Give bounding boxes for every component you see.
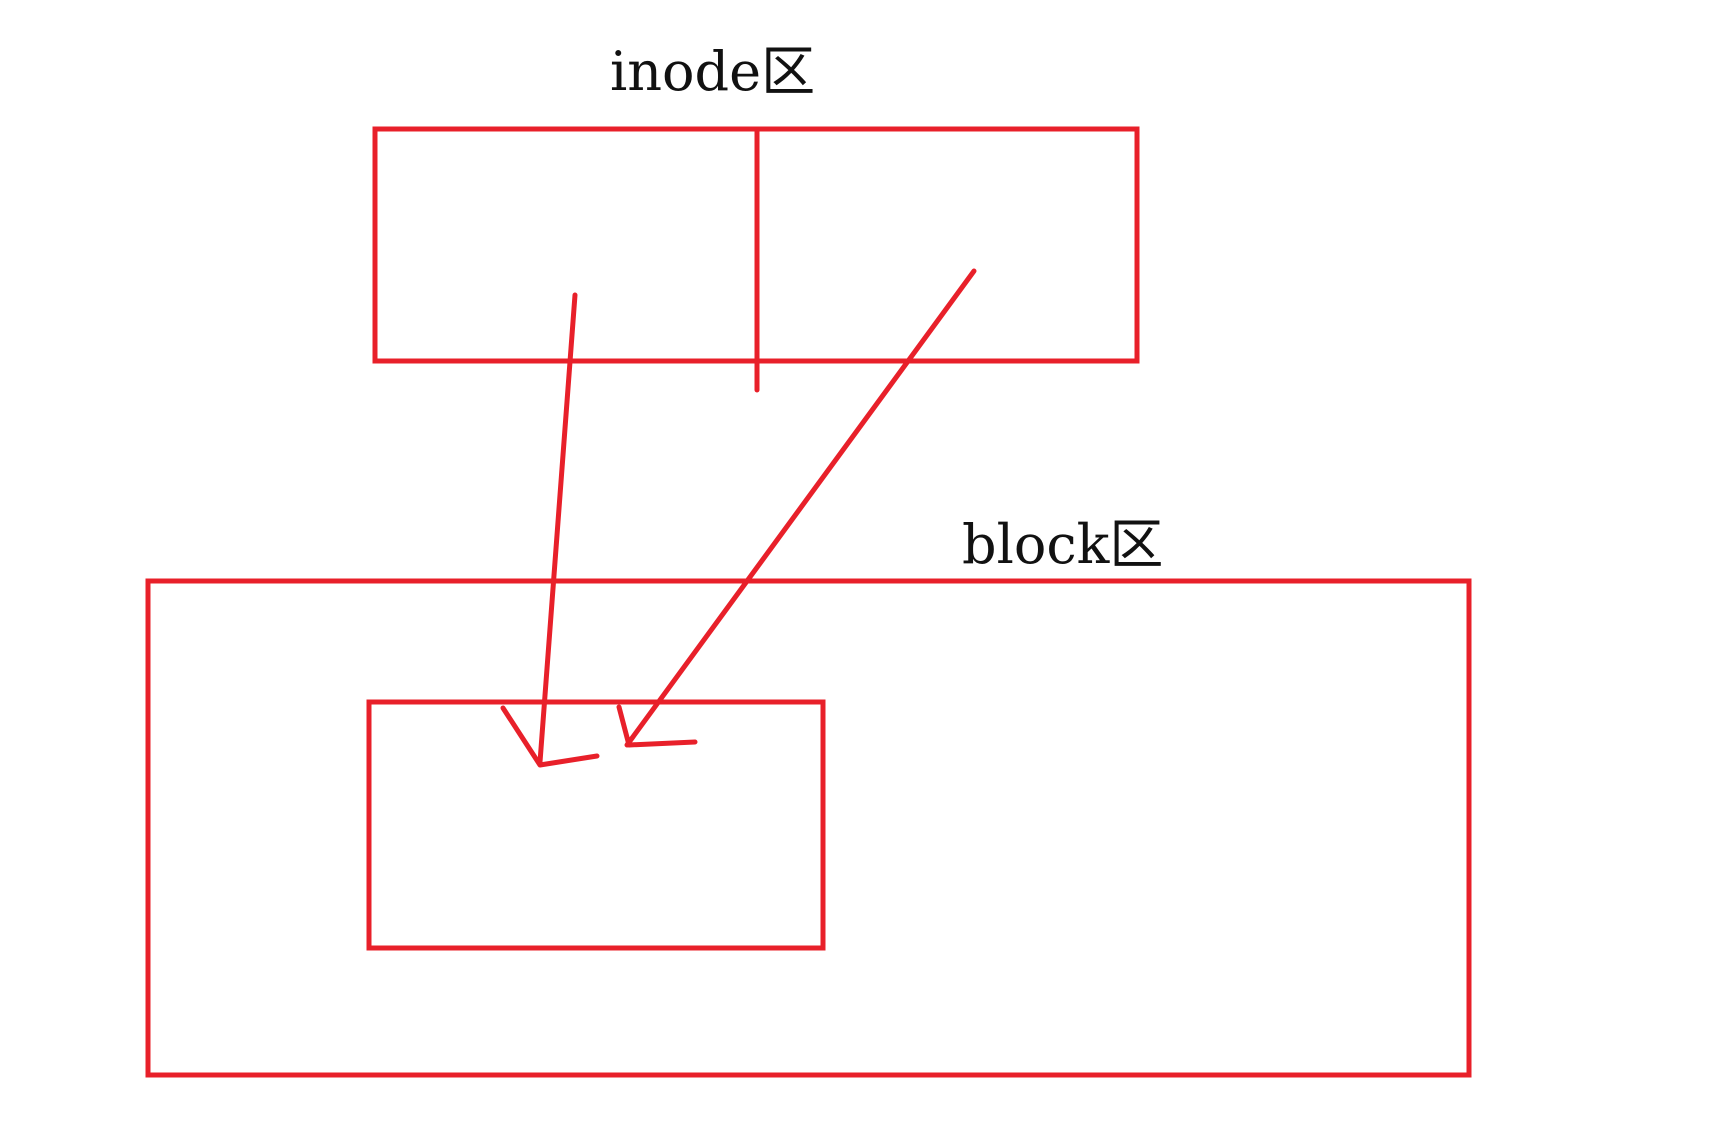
arrow-inode2-shaft — [624, 268, 977, 748]
inode-region-label: inode区 — [610, 40, 815, 103]
block-region-label: block区 — [962, 513, 1163, 576]
arrow-inode2-head — [616, 704, 698, 748]
shared-data-block — [366, 699, 826, 951]
arrow-inode1-to-block — [500, 292, 600, 768]
arrow-inode1-shaft — [537, 292, 578, 765]
block-region-box — [145, 578, 1472, 1078]
arrow-inode2-to-block — [616, 268, 977, 748]
arrow-inode1-head — [500, 705, 600, 768]
